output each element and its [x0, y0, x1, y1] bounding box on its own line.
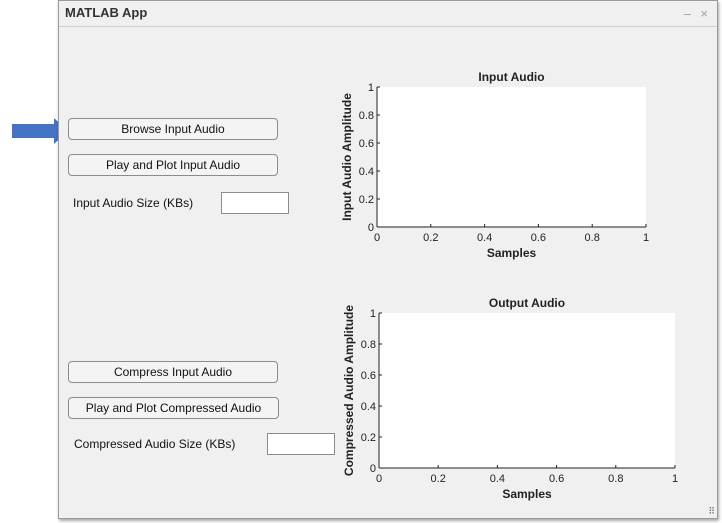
- input-audio-size-label: Input Audio Size (KBs): [73, 196, 194, 210]
- play-plot-input-audio-button[interactable]: Play and Plot Input Audio: [68, 154, 278, 176]
- x-tick-label: 0.8: [585, 232, 600, 244]
- x-tick-label: 1: [643, 232, 649, 244]
- compressed-audio-size-label: Compressed Audio Size (KBs): [74, 437, 236, 451]
- x-tick-label: 0.4: [490, 473, 505, 485]
- y-tick-label: 1: [368, 82, 374, 94]
- minimize-icon[interactable]: –: [683, 6, 691, 21]
- x-tick-label: 0.4: [477, 232, 492, 244]
- y-tick-label: 0: [368, 222, 374, 234]
- x-tick-label: 0.6: [549, 473, 564, 485]
- y-tick-label: 0: [370, 463, 376, 475]
- x-tick-label: 0.2: [431, 473, 446, 485]
- x-tick-label: 0.6: [531, 232, 546, 244]
- plot-area: [377, 87, 646, 227]
- y-tick-label: 0.6: [359, 138, 374, 150]
- y-axis-label: Compressed Audio Amplitude: [342, 305, 356, 476]
- x-axis-label: Samples: [502, 487, 552, 501]
- output-audio-chart: 0 0.2 0.4 0.6 0.8 1 0 0.2 0.4 0.6 0.8 1 Output Audio…: [342, 296, 678, 501]
- y-tick-label: 1: [370, 308, 376, 320]
- title-bar: MATLAB App – ×: [59, 1, 717, 27]
- resize-grip-icon[interactable]: ⠿: [708, 506, 715, 516]
- plot-area: [379, 313, 675, 468]
- x-tick-label: 0: [376, 473, 382, 485]
- y-tick-label: 0.2: [359, 194, 374, 206]
- y-tick-label: 0.6: [361, 370, 376, 382]
- x-tick-label: 0: [374, 232, 380, 244]
- pointer-arrow-annotation: [12, 118, 68, 144]
- input-audio-chart: 0 0.2 0.4 0.6 0.8 1 0 0.2 0.4 0.6 0.8 1 Input Audio S…: [340, 70, 649, 260]
- compressed-audio-size-field[interactable]: [267, 433, 335, 455]
- y-tick-label: 0.8: [359, 110, 374, 122]
- x-tick-label: 1: [672, 473, 678, 485]
- browse-input-audio-button[interactable]: Browse Input Audio: [68, 118, 278, 140]
- close-icon[interactable]: ×: [700, 6, 708, 21]
- x-tick-label: 0.2: [423, 232, 438, 244]
- chart-title: Input Audio: [478, 70, 544, 84]
- x-axis-label: Samples: [487, 246, 537, 260]
- input-audio-size-field[interactable]: [221, 192, 289, 214]
- x-tick-label: 0.8: [608, 473, 623, 485]
- y-axis-label: Input Audio Amplitude: [340, 93, 354, 221]
- y-tick-label: 0.2: [361, 432, 376, 444]
- y-tick-label: 0.4: [361, 401, 376, 413]
- play-plot-compressed-audio-button[interactable]: Play and Plot Compressed Audio: [68, 397, 279, 419]
- y-tick-label: 0.4: [359, 166, 374, 178]
- chart-title: Output Audio: [489, 296, 565, 310]
- window-title: MATLAB App: [65, 5, 148, 20]
- compress-input-audio-button[interactable]: Compress Input Audio: [68, 361, 278, 383]
- y-tick-label: 0.8: [361, 339, 376, 351]
